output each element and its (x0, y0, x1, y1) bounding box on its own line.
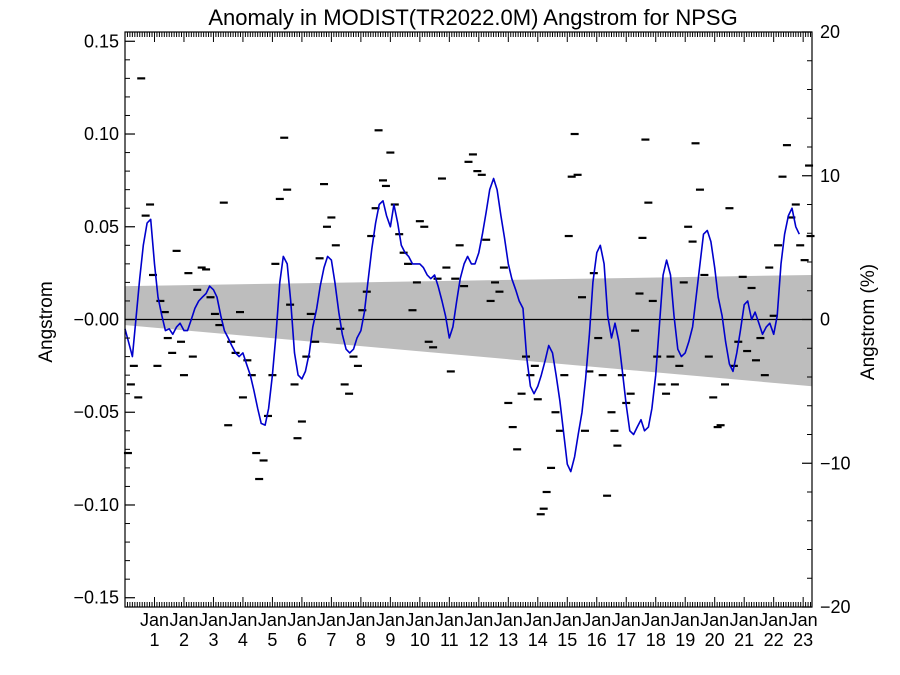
x-tick-year-label: 5 (267, 630, 277, 650)
x-tick-year-label: 1 (149, 630, 159, 650)
y2-axis-label: Angstrom (%) (858, 264, 879, 380)
x-tick-year-label: 13 (498, 630, 518, 650)
x-tick-year-label: 9 (385, 630, 395, 650)
x-tick-year-label: 18 (646, 630, 666, 650)
x-tick-year-label: 10 (410, 630, 430, 650)
y-tick-label: −0.15 (73, 588, 119, 608)
x-tick-year-label: 21 (734, 630, 754, 650)
y2-tick-label: −10 (820, 453, 851, 473)
x-tick-month-label: Jan (140, 610, 169, 630)
x-tick-year-label: 3 (208, 630, 218, 650)
plot-area (123, 77, 815, 516)
y2-tick-label: 10 (820, 166, 840, 186)
y-tick-label: 0.10 (84, 124, 119, 144)
x-tick-year-label: 7 (326, 630, 336, 650)
x-tick-year-label: 4 (238, 630, 248, 650)
x-tick-month-label: Jan (258, 610, 287, 630)
x-tick-month-label: Jan (405, 610, 434, 630)
x-tick-month-label: Jan (553, 610, 582, 630)
x-tick-month-label: Jan (523, 610, 552, 630)
x-tick-month-label: Jan (641, 610, 670, 630)
x-tick-year-label: 17 (616, 630, 636, 650)
x-tick-year-label: 2 (179, 630, 189, 650)
x-tick-year-label: 8 (356, 630, 366, 650)
x-tick-month-label: Jan (464, 610, 493, 630)
x-tick-month-label: Jan (494, 610, 523, 630)
x-tick-month-label: Jan (730, 610, 759, 630)
smoothed-series-line (124, 177, 801, 473)
y-axis-label: Angstrom (36, 281, 57, 362)
axes: −0.15 −0.10 −0.05 −0.00 0.05 0.10 0.15 −20 −10 0 1… (73, 22, 850, 650)
x-tick-month-label: Jan (612, 610, 641, 630)
x-tick-year-label: 22 (764, 630, 784, 650)
x-tick-year-label: 23 (793, 630, 813, 650)
x-tick-month-label: Jan (671, 610, 700, 630)
x-tick-year-label: 20 (705, 630, 725, 650)
x-tick-month-label: Jan (169, 610, 198, 630)
y-tick-label: 0.15 (84, 31, 119, 51)
x-tick-month-label: Jan (199, 610, 228, 630)
y-tick-label: 0.05 (84, 217, 119, 237)
x-tick-month-label: Jan (346, 610, 375, 630)
trend-uncertainty-band (125, 274, 812, 387)
y-tick-label: −0.05 (73, 402, 119, 422)
x-tick-month-label: Jan (435, 610, 464, 630)
x-tick-month-label: Jan (228, 610, 257, 630)
x-tick-year-label: 14 (528, 630, 548, 650)
x-tick-year-label: 11 (440, 630, 459, 650)
x-tick-month-label: Jan (582, 610, 611, 630)
x-tick-year-label: 6 (297, 630, 307, 650)
y2-tick-label: 20 (820, 22, 840, 42)
x-tick-month-label: Jan (376, 610, 405, 630)
x-tick-month-label: Jan (759, 610, 788, 630)
y2-tick-label: −20 (820, 597, 851, 617)
x-tick-year-label: 19 (675, 630, 695, 650)
x-tick-month-label: Jan (700, 610, 729, 630)
y-tick-label: −0.10 (73, 495, 119, 515)
x-tick-year-label: 12 (469, 630, 489, 650)
chart-title: Anomaly in MODIST(TR2022.0M) Angstrom fo… (208, 5, 737, 30)
x-tick-year-label: 16 (587, 630, 607, 650)
y-tick-label: −0.00 (73, 310, 119, 330)
x-tick-year-label: 15 (557, 630, 577, 650)
x-tick-month-label: Jan (287, 610, 316, 630)
y2-tick-label: 0 (820, 310, 830, 330)
x-tick-month-label: Jan (789, 610, 818, 630)
x-tick-month-label: Jan (317, 610, 346, 630)
